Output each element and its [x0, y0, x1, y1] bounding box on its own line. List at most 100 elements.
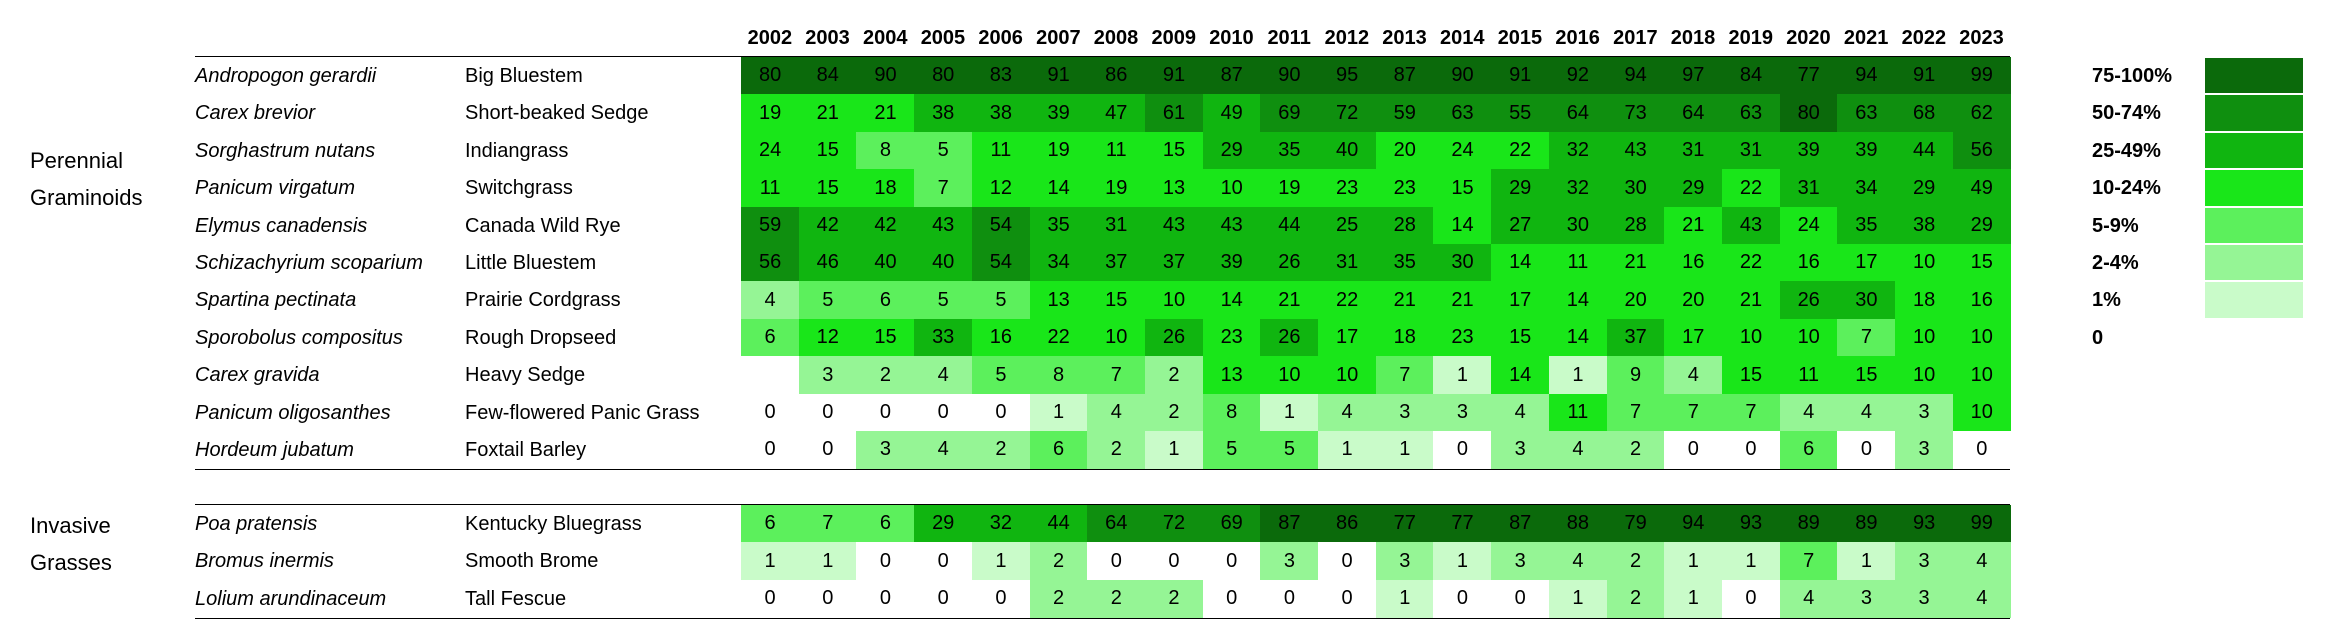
legend-swatch [2205, 245, 2303, 281]
value-cell: 0 [1491, 579, 1550, 618]
value-cell: 6 [856, 505, 915, 543]
legend-label: 50-74% [2092, 102, 2161, 125]
value-cell: 59 [1375, 94, 1434, 133]
value-cell: 38 [914, 94, 973, 133]
value-cell: 18 [1375, 318, 1434, 357]
value-cell: 26 [1260, 318, 1319, 357]
value-cell: 56 [741, 244, 800, 282]
value-cell: 19 [1087, 169, 1146, 208]
value-cell: 43 [914, 206, 973, 245]
year-header: 2002 [747, 27, 793, 49]
value-cell: 15 [798, 169, 857, 208]
value-cell: 39 [1029, 94, 1088, 133]
value-cell: 11 [971, 131, 1030, 170]
value-cell: 55 [1491, 94, 1550, 133]
value-cell: 62 [1952, 94, 2011, 133]
value-cell: 3 [1433, 393, 1492, 432]
value-cell: 28 [1606, 206, 1665, 245]
year-header: 2004 [862, 27, 908, 49]
value-cell: 11 [1087, 131, 1146, 170]
value-cell: 4 [1779, 393, 1838, 432]
value-cell: 4 [914, 356, 973, 395]
year-header: 2011 [1267, 27, 1311, 49]
value-cell: 4 [1837, 393, 1896, 432]
value-cell: 80 [741, 57, 800, 95]
value-cell: 26 [1779, 281, 1838, 320]
value-cell: 0 [1202, 542, 1261, 581]
value-cell: 91 [1144, 57, 1204, 95]
value-cell: 18 [1895, 281, 1954, 320]
value-cell: 39 [1779, 131, 1838, 170]
value-cell: 77 [1375, 505, 1434, 543]
rule [195, 618, 2011, 620]
value-cell: 13 [1144, 169, 1204, 208]
legend-swatch [2205, 95, 2303, 131]
value-cell: 16 [1952, 281, 2011, 320]
value-cell: 8 [1029, 356, 1088, 395]
value-cell: 0 [1664, 431, 1723, 469]
value-cell: 10 [1952, 393, 2011, 432]
value-cell: 47 [1087, 94, 1146, 133]
value-cell: 63 [1837, 94, 1896, 133]
value-cell: 64 [1548, 94, 1607, 133]
value-cell: 39 [1202, 244, 1261, 282]
value-cell: 4 [914, 431, 973, 469]
value-cell: 21 [1260, 281, 1319, 320]
value-cell: 23 [1202, 318, 1261, 357]
value-cell: 1 [1548, 356, 1607, 395]
value-cell: 22 [1491, 131, 1550, 170]
value-cell: 4 [1779, 579, 1838, 618]
value-cell: 40 [856, 244, 915, 282]
value-cell: 21 [1433, 281, 1492, 320]
value-cell: 24 [741, 131, 800, 170]
value-cell: 5 [1202, 431, 1261, 469]
value-cell: 11 [741, 169, 800, 208]
value-cell: 11 [1548, 244, 1607, 282]
value-cell: 0 [971, 579, 1030, 618]
value-cell: 4 [1087, 393, 1146, 432]
species-name: Lolium arundinaceum [195, 587, 387, 610]
value-cell: 0 [914, 542, 973, 581]
year-header: 2010 [1209, 27, 1254, 49]
value-cell: 0 [1144, 542, 1204, 581]
value-cell: 14 [1029, 169, 1088, 208]
value-cell: 7 [1606, 393, 1665, 432]
value-cell: 77 [1779, 57, 1838, 95]
value-cell: 0 [971, 393, 1030, 432]
value-cell: 5 [914, 131, 973, 170]
value-cell: 59 [741, 206, 800, 245]
value-cell: 0 [798, 579, 857, 618]
value-cell: 90 [1433, 57, 1492, 95]
value-cell: 64 [1664, 94, 1723, 133]
value-cell: 7 [1375, 356, 1434, 395]
value-cell: 1 [741, 542, 800, 581]
value-cell: 10 [1202, 169, 1261, 208]
species-name: Carex brevior [195, 102, 316, 125]
value-cell: 1 [971, 542, 1030, 581]
value-cell: 49 [1952, 169, 2011, 208]
value-cell: 2 [971, 431, 1030, 469]
legend-label: 0 [2092, 326, 2104, 349]
species-name: Carex gravida [195, 364, 320, 387]
value-cell: 29 [1491, 169, 1550, 208]
value-cell: 11 [1779, 356, 1838, 395]
value-cell: 31 [1779, 169, 1838, 208]
year-header: 2023 [1959, 27, 2004, 49]
value-cell: 6 [1029, 431, 1088, 469]
common-name: Prairie Cordgrass [465, 289, 621, 312]
value-cell: 3 [1260, 542, 1319, 581]
value-cell: 44 [1895, 131, 1954, 170]
value-cell: 29 [914, 505, 973, 543]
value-cell: 3 [1375, 393, 1434, 432]
year-header: 2016 [1555, 27, 1600, 49]
value-cell: 16 [1779, 244, 1838, 282]
species-name: Panicum oligosanthes [195, 401, 391, 424]
value-cell: 14 [1548, 281, 1607, 320]
rule [195, 56, 2011, 57]
value-cell: 30 [1433, 244, 1492, 282]
value-cell: 18 [856, 169, 915, 208]
value-cell: 94 [1664, 505, 1723, 543]
value-cell: 22 [1029, 318, 1088, 357]
value-cell: 1 [1433, 542, 1492, 581]
value-cell: 84 [1721, 57, 1781, 95]
